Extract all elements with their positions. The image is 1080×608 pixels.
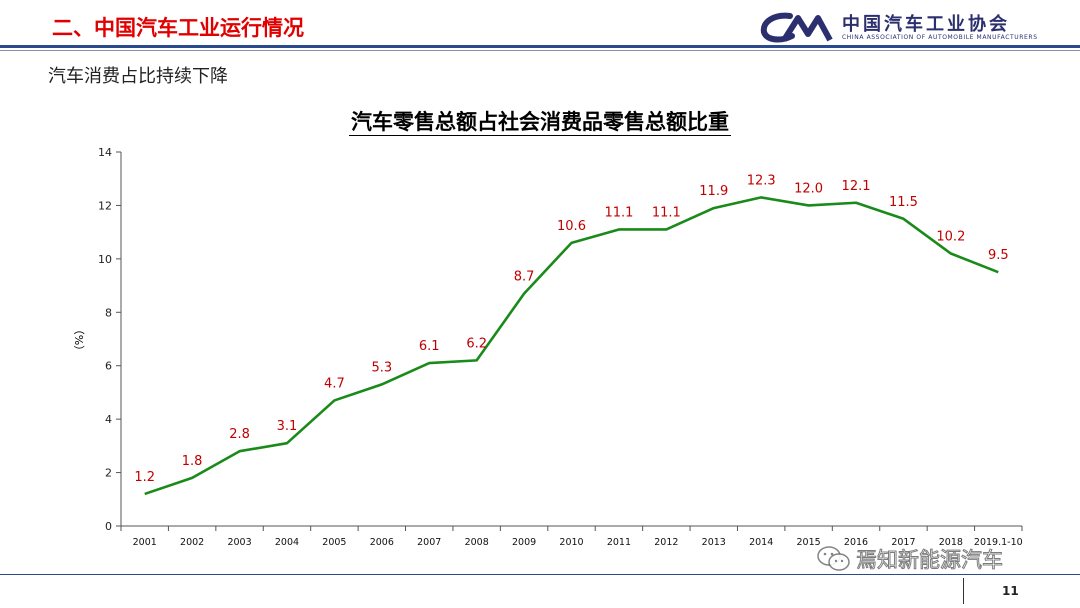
x-tick-label: 2002 (180, 537, 204, 548)
x-tick-label: 2005 (322, 537, 346, 548)
x-tick-label: 2004 (275, 537, 299, 548)
x-tick-label: 2001 (133, 537, 157, 548)
data-label: 6.1 (419, 339, 440, 354)
data-label: 4.7 (324, 376, 345, 391)
x-tick-label: 2015 (797, 537, 821, 548)
x-tick-label: 2012 (654, 537, 678, 548)
data-label: 11.9 (699, 184, 728, 199)
x-tick-label: 2009 (512, 537, 536, 548)
x-tick-label: 2010 (559, 537, 583, 548)
y-tick-label: 2 (105, 467, 112, 480)
x-tick-label: 2008 (465, 537, 489, 548)
logo-english-name: CHINA ASSOCIATION OF AUTOMOBILE MANUFACT… (842, 34, 1038, 41)
data-label: 11.1 (652, 205, 681, 220)
y-tick-label: 10 (98, 253, 112, 266)
data-label: 11.5 (889, 195, 918, 210)
data-label: 2.8 (229, 427, 250, 442)
series-line (144, 196, 999, 496)
data-label: 9.5 (988, 248, 1009, 263)
watermark-text: 焉知新能源汽车 (856, 548, 1004, 573)
data-label: 10.6 (557, 219, 586, 234)
data-label: 3.1 (277, 419, 298, 434)
logo-chinese-name: 中国汽车工业协会 (842, 14, 1010, 35)
y-tick-label: 4 (105, 413, 112, 426)
wechat-icon (817, 546, 850, 571)
data-label: 8.7 (514, 270, 535, 285)
chart-axes: 0 2 4 6 8 10 12 14 2001 2002 2003 2004 2005 2006 2007 2… (98, 146, 1023, 548)
data-label: 5.3 (371, 360, 392, 375)
data-label: 1.8 (182, 454, 203, 469)
y-tick-label: 8 (105, 306, 112, 319)
header-rule-thin (0, 50, 1080, 51)
data-label: 11.1 (604, 205, 633, 220)
x-tick-label: 2019.1-10 (974, 537, 1023, 548)
chart-title: 汽车零售总额占社会消费品零售总额比重 (349, 109, 731, 136)
data-label: 10.2 (936, 230, 965, 245)
cam-logo-icon (760, 12, 833, 43)
y-tick-label: 0 (105, 520, 112, 533)
x-tick-label: 2007 (417, 537, 441, 548)
chart-data-labels: 1.2 1.8 2.8 3.1 4.7 5.3 6.1 6.2 8.7 10.6 11.1 11.1 1… (134, 173, 1008, 485)
y-tick-label: 14 (98, 146, 112, 159)
x-tick-label: 2014 (749, 537, 773, 548)
data-label: 12.3 (747, 173, 776, 188)
x-tick-label: 2006 (370, 537, 394, 548)
footer-rule (0, 574, 1080, 575)
section-title: 二、中国汽车工业运行情况 (52, 16, 304, 40)
slide-subtitle: 汽车消费占比持续下降 (48, 66, 228, 87)
data-label: 12.1 (842, 179, 871, 194)
x-tick-label: 2011 (607, 537, 631, 548)
association-logo: 中国汽车工业协会 CHINA ASSOCIATION OF AUTOMOBILE… (760, 10, 1060, 44)
data-label: 6.2 (466, 336, 487, 351)
x-tick-label: 2013 (702, 537, 726, 548)
header-rule (0, 45, 1080, 48)
data-label: 12.0 (794, 181, 823, 196)
chart-title-wrap: 汽车零售总额占社会消费品零售总额比重 (0, 106, 1080, 136)
watermark: 焉知新能源汽车 (816, 544, 1004, 574)
y-tick-label: 12 (98, 199, 112, 212)
x-tick-label: 2017 (891, 537, 915, 548)
x-tick-label: 2018 (939, 537, 963, 548)
y-tick-label: 6 (105, 360, 112, 373)
y-axis-label: （%） (73, 324, 86, 356)
chart-series (144, 196, 999, 496)
x-tick-label: 2003 (227, 537, 251, 548)
footer-divider (963, 578, 964, 604)
data-label: 1.2 (134, 470, 155, 485)
page-number: 11 (1002, 584, 1019, 598)
x-tick-label: 2016 (844, 537, 868, 548)
